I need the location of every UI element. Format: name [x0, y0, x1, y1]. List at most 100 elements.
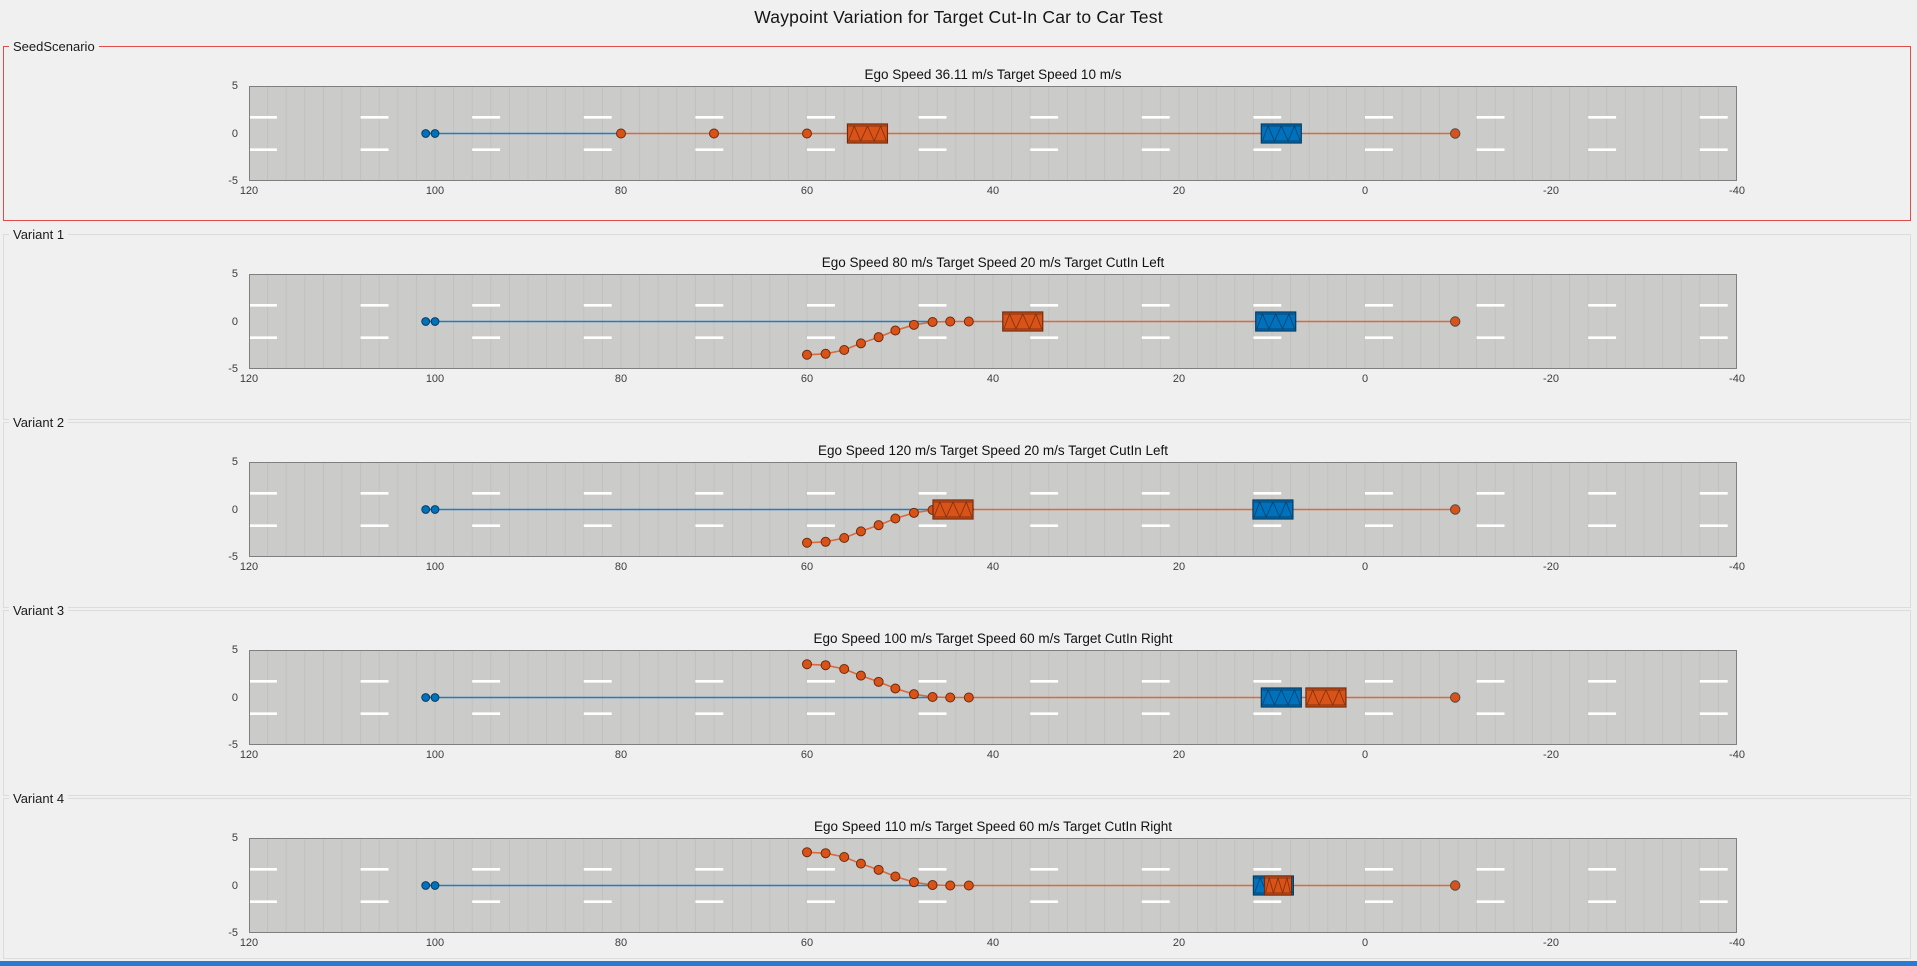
- target-end-point: [1450, 316, 1461, 327]
- panel-variant-2[interactable]: Variant 2: [3, 414, 1911, 608]
- plot-title: Ego Speed 80 m/s Target Speed 20 m/s Tar…: [821, 255, 1165, 270]
- y-tick-label: 0: [231, 879, 238, 892]
- ego-waypoint: [430, 317, 440, 326]
- target-waypoint: [963, 880, 974, 891]
- road-plot-variant-1[interactable]: [249, 274, 1737, 369]
- panel-variant-3[interactable]: Variant 3: [3, 602, 1911, 796]
- x-tick-label: 40: [986, 749, 1000, 761]
- panel-variant-4[interactable]: Variant 4: [3, 790, 1911, 959]
- road-plot-variant-3[interactable]: [249, 650, 1737, 745]
- x-tick-label: 120: [239, 373, 259, 385]
- ego-waypoint: [430, 505, 440, 514]
- target-end-point: [1450, 128, 1461, 139]
- panel-seedscenario[interactable]: SeedScenario: [3, 38, 1911, 221]
- taskbar-strip: [0, 961, 1917, 966]
- target-waypoint: [820, 536, 831, 547]
- target-vehicle: [932, 499, 974, 520]
- target-waypoint: [855, 526, 866, 537]
- target-waypoint: [908, 877, 919, 888]
- x-tick-label: 40: [986, 185, 1000, 197]
- target-waypoint: [963, 692, 974, 703]
- y-tick-label: 0: [231, 315, 238, 328]
- x-tick-label: 120: [239, 185, 259, 197]
- ego-waypoint: [421, 129, 431, 138]
- road-plot-seedscenario[interactable]: [249, 86, 1737, 181]
- panel-label: Variant 1: [9, 226, 69, 243]
- target-waypoint: [855, 670, 866, 681]
- x-tick-label: 100: [425, 373, 445, 385]
- x-tick-label: 0: [1361, 937, 1369, 949]
- x-tick-label: 100: [425, 749, 445, 761]
- target-vehicle: [1002, 311, 1044, 332]
- ego-waypoint: [421, 505, 431, 514]
- target-end-point: [1450, 692, 1461, 703]
- target-waypoint: [839, 664, 850, 674]
- target-end-point: [1450, 504, 1461, 515]
- y-tick-label: 0: [231, 691, 238, 704]
- target-waypoint: [802, 847, 812, 858]
- x-tick-label: 80: [614, 185, 628, 197]
- plot-title: Ego Speed 36.11 m/s Target Speed 10 m/s: [864, 67, 1122, 82]
- x-tick-label: -40: [1729, 937, 1745, 949]
- target-waypoint: [855, 338, 866, 349]
- x-tick-label: 40: [986, 937, 1000, 949]
- target-waypoint: [908, 689, 919, 700]
- x-tick-label: 60: [800, 561, 814, 573]
- panel-label: Variant 2: [9, 414, 69, 431]
- target-waypoint: [820, 848, 831, 859]
- x-tick-label: 0: [1361, 561, 1369, 573]
- target-waypoint: [873, 864, 884, 875]
- y-tick-label: 0: [231, 127, 238, 140]
- ego-vehicle: [1260, 687, 1302, 708]
- y-tick-label: -5: [228, 175, 238, 187]
- x-tick-label: 100: [425, 937, 445, 949]
- x-tick-label: -40: [1729, 749, 1745, 761]
- axes-border: [249, 838, 1737, 933]
- x-tick-label: 40: [986, 561, 1000, 573]
- x-tick-label: 120: [239, 937, 259, 949]
- target-waypoint: [820, 660, 831, 671]
- x-tick-label: 100: [425, 185, 445, 197]
- ego-waypoint: [421, 693, 431, 702]
- y-tick-label: -5: [228, 927, 238, 939]
- y-tick-label: 5: [231, 80, 238, 92]
- ego-waypoint: [430, 881, 440, 890]
- x-tick-label: -20: [1543, 749, 1559, 761]
- target-waypoint: [963, 316, 974, 327]
- x-tick-label: -20: [1543, 937, 1559, 949]
- ego-waypoint: [430, 693, 440, 702]
- ego-waypoint: [430, 129, 440, 138]
- panel-label: Variant 4: [9, 790, 69, 807]
- plot-title: Ego Speed 100 m/s Target Speed 60 m/s Ta…: [813, 631, 1173, 646]
- panel-variant-1[interactable]: Variant 1: [3, 226, 1911, 420]
- target-waypoint: [890, 325, 901, 336]
- x-tick-label: 60: [800, 937, 814, 949]
- target-waypoint: [945, 316, 956, 327]
- ego-waypoint: [421, 317, 431, 326]
- target-vehicle: [1305, 687, 1347, 708]
- x-tick-label: 0: [1361, 185, 1369, 197]
- x-tick-label: 0: [1361, 749, 1369, 761]
- x-tick-label: 80: [614, 373, 628, 385]
- target-waypoint: [927, 316, 938, 327]
- x-tick-label: -40: [1729, 561, 1745, 573]
- ego-waypoint: [421, 881, 431, 890]
- y-tick-label: 5: [231, 456, 238, 468]
- target-waypoint: [616, 128, 626, 139]
- target-waypoint: [945, 880, 956, 891]
- x-tick-label: 20: [1172, 749, 1186, 761]
- road-plot-variant-2[interactable]: [249, 462, 1737, 557]
- target-waypoint: [945, 692, 956, 703]
- road-plot-variant-4[interactable]: [249, 838, 1737, 933]
- panel-label: Variant 3: [9, 602, 69, 619]
- x-tick-label: 80: [614, 749, 628, 761]
- x-tick-label: 0: [1361, 373, 1369, 385]
- x-tick-label: 60: [800, 749, 814, 761]
- x-tick-label: 80: [614, 561, 628, 573]
- target-waypoint: [873, 520, 884, 531]
- plot-title: Ego Speed 120 m/s Target Speed 20 m/s Ta…: [818, 443, 1168, 458]
- target-waypoint: [927, 880, 938, 891]
- plot-title: Ego Speed 110 m/s Target Speed 60 m/s Ta…: [814, 819, 1172, 834]
- axes-border: [249, 462, 1737, 557]
